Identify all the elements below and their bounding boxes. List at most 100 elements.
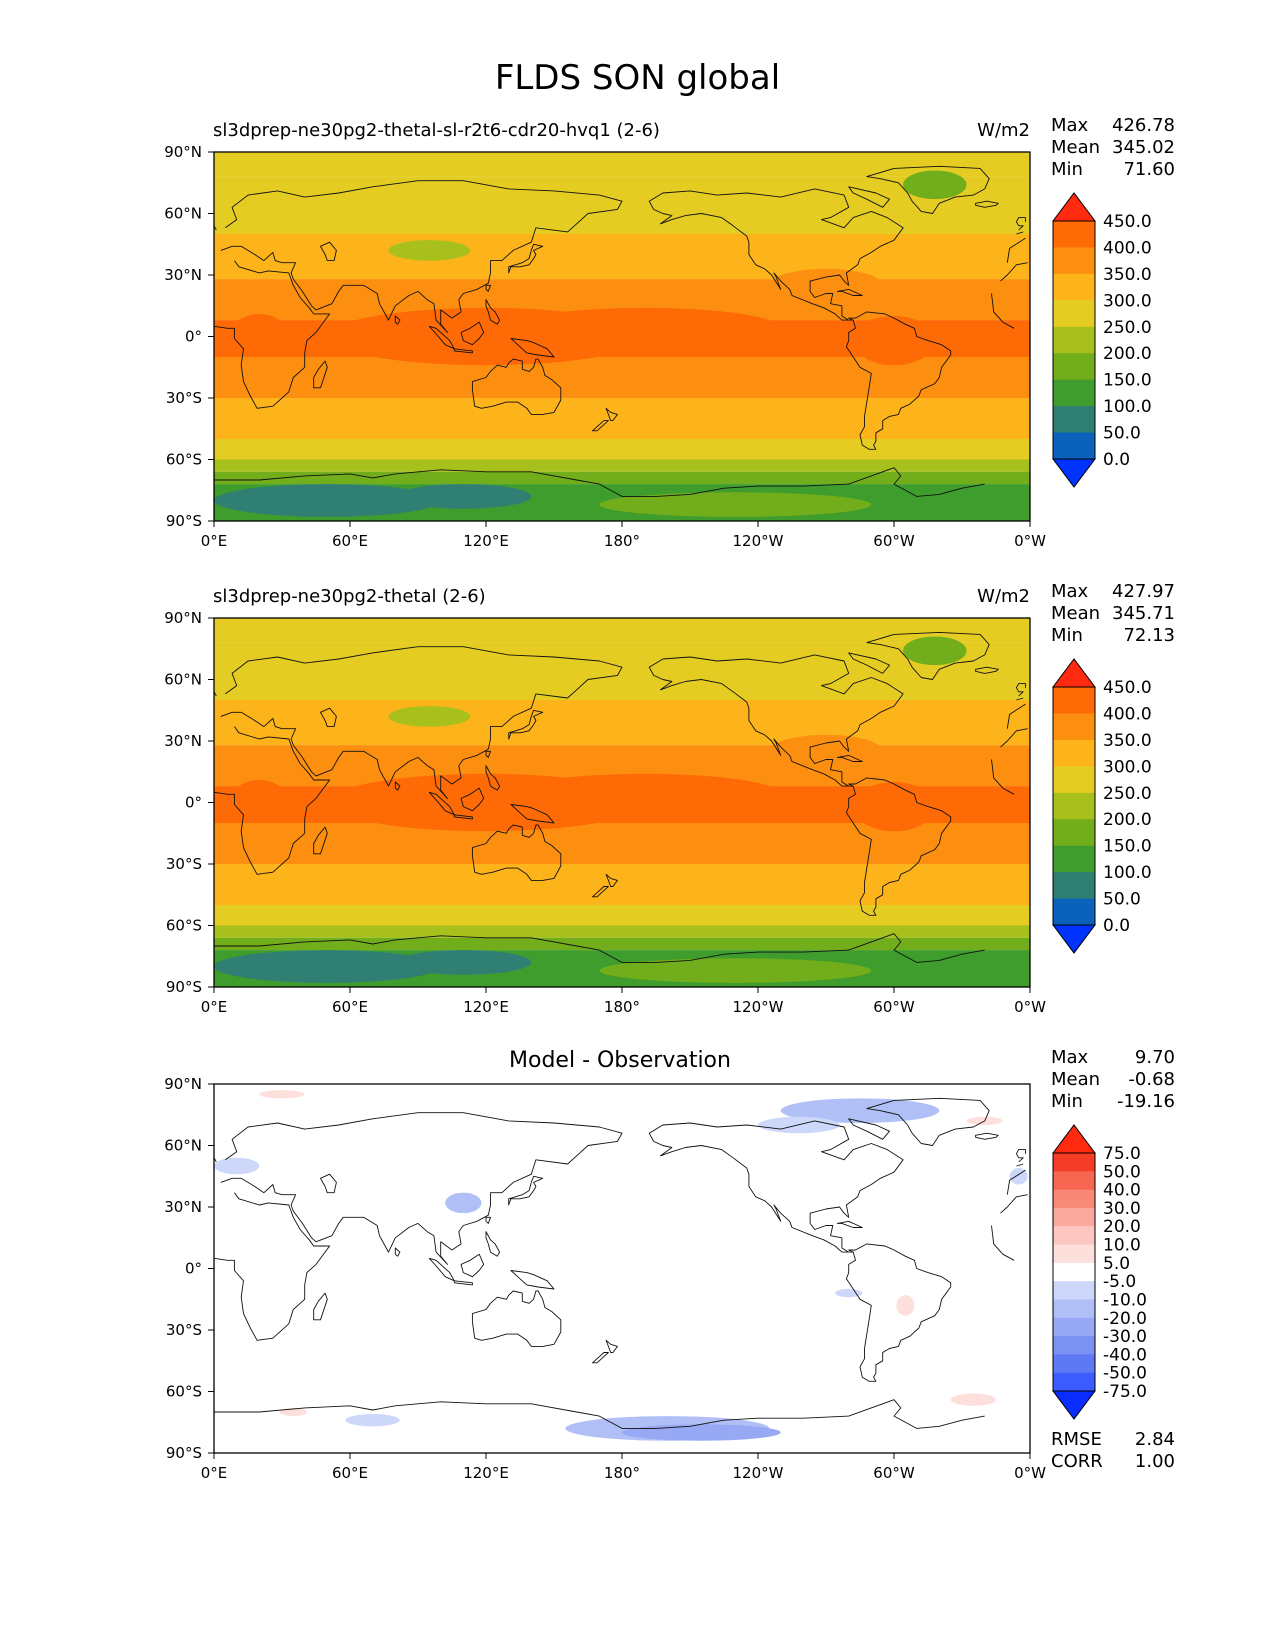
test-max-label: Max: [1051, 115, 1089, 136]
field-band-0: [214, 152, 1030, 177]
reference-max-value: 427.97: [1112, 581, 1175, 602]
difference-map-plot: 0°E 60°E 120°E 180° 120°W 60°W 0°W 90°N 60°N 30°N…: [164, 1075, 1147, 1482]
field-region-8: [395, 950, 532, 975]
colorbar-label: 150.0: [1103, 371, 1152, 391]
y-tick-label: 0°: [185, 1260, 202, 1278]
colorbar-segment: [1053, 406, 1095, 434]
x-tick-label: 120°W: [733, 532, 784, 550]
colorbar-label: 0.0: [1103, 916, 1130, 936]
coastline-australia: [471, 358, 562, 415]
colorbar-label: -50.0: [1103, 1364, 1147, 1384]
coastline-iceland: [975, 200, 999, 208]
coastline-nz_south: [592, 886, 609, 898]
coastline-nz_south: [592, 1352, 609, 1364]
colorbar-label: 400.0: [1103, 238, 1152, 258]
diff-background: [214, 1084, 1030, 1453]
field-band-8: [214, 459, 1030, 472]
reference-panel-title: sl3dprep-ne30pg2-thetal (2-6): [213, 586, 486, 607]
coastline-british_isles: [1016, 231, 1024, 235]
coastline-australia: [471, 824, 562, 881]
colorbar-frame: [1052, 1152, 1096, 1392]
field-region-9: [599, 958, 872, 983]
coastline-british_isles: [1016, 1163, 1024, 1167]
x-tick-label: 120°E: [463, 998, 509, 1016]
coastline-baffin: [848, 186, 890, 208]
field-region-5: [388, 240, 471, 261]
diff-region-10: [896, 1295, 915, 1316]
diff-region-2: [445, 1192, 482, 1214]
y-tick-label: 0°: [185, 328, 202, 346]
colorbar-segment: [1053, 1189, 1095, 1209]
colorbar-label: -10.0: [1103, 1290, 1147, 1310]
colorbar-label: -30.0: [1103, 1327, 1147, 1347]
colorbar-segment: [1053, 1207, 1095, 1227]
coastlines: [213, 165, 1028, 497]
coastline-cuba: [836, 288, 863, 296]
colorbar-label: 30.0: [1103, 1199, 1141, 1219]
x-tick-label: 120°W: [733, 998, 784, 1016]
colorbar-label: -20.0: [1103, 1309, 1147, 1329]
colorbar-label: 250.0: [1103, 318, 1152, 338]
difference-mean-value: -0.68: [1128, 1069, 1175, 1090]
colorbar-label: 300.0: [1103, 291, 1152, 311]
colorbar-label: 250.0: [1103, 784, 1152, 804]
coastline-eurasia: [220, 180, 623, 333]
coastline-antarctica_top: [214, 1399, 985, 1429]
field-band-9: [214, 471, 1030, 485]
y-tick-label: 30°N: [164, 1198, 202, 1216]
colorbar-segment: [1053, 819, 1095, 847]
field-band-6: [214, 398, 1030, 439]
x-tick-label: 0°E: [201, 532, 228, 550]
y-tick-label: 90°S: [166, 1444, 202, 1462]
colorbar-segment: [1053, 273, 1095, 301]
difference-max-label: Max: [1051, 1047, 1089, 1068]
test-panel: sl3dprep-ne30pg2-thetal-sl-r2t6-cdr20-hv…: [0, 0, 1275, 550]
colorbar-frame: [1052, 220, 1096, 460]
field-band-2: [214, 234, 1030, 280]
coastline-japan: [508, 1175, 544, 1206]
colorbar-label: 100.0: [1103, 397, 1152, 417]
coastline-borneo: [460, 321, 485, 346]
test-min-value: 71.60: [1123, 159, 1175, 180]
field-region-1: [508, 773, 781, 815]
field-band-6: [214, 864, 1030, 905]
reference-min-label: Min: [1051, 625, 1083, 646]
colorbar-label: 40.0: [1103, 1181, 1141, 1201]
coastline-japan: [508, 243, 544, 274]
coastline-taiwan: [485, 284, 491, 292]
colorbar-label: 50.0: [1103, 890, 1141, 910]
colorbar-label: 50.0: [1103, 1162, 1141, 1182]
colorbar-segment: [1053, 1262, 1095, 1282]
x-tick-label: 60°E: [332, 532, 368, 550]
reference-map-plot: 0°E 60°E 120°E 180° 120°W 60°W 0°W 90°N 60°N 30°N…: [164, 609, 1152, 1016]
colorbar-label: -75.0: [1103, 1382, 1147, 1402]
map-axes: 0°E 60°E 120°E 180° 120°W 60°W 0°W 90°N 60°N 30°N…: [164, 609, 1046, 1016]
coastline-antarctica_top: [214, 933, 985, 963]
colorbar-label: 450.0: [1103, 212, 1152, 232]
colorbar-label: 200.0: [1103, 344, 1152, 364]
reference-mean-label: Mean: [1051, 603, 1101, 624]
colorbar-label: 300.0: [1103, 757, 1152, 777]
y-tick-label: 60°N: [164, 205, 202, 223]
coastline-south_america: [845, 311, 952, 450]
diff-region-4: [1009, 1168, 1028, 1185]
diff-region-0: [780, 1098, 940, 1123]
y-tick-label: 90°N: [164, 609, 202, 627]
reference-min-value: 72.13: [1123, 625, 1175, 646]
difference-min-label: Min: [1051, 1091, 1083, 1112]
x-tick-label: 120°E: [463, 1464, 509, 1482]
field-band-2: [214, 700, 1030, 746]
coastline-nz_north: [605, 407, 618, 422]
coastline-eurasia: [1006, 703, 1026, 729]
field-region-7: [214, 950, 441, 983]
coastline-north_america: [648, 188, 904, 321]
y-tick-label: 30°S: [166, 855, 202, 873]
field-region-7: [214, 484, 441, 517]
colorbar-segment: [1053, 1354, 1095, 1374]
coastline-north_america: [648, 654, 904, 787]
colorbar-label: 0.0: [1103, 450, 1130, 470]
colorbar-label: 20.0: [1103, 1217, 1141, 1237]
test-mean-label: Mean: [1051, 137, 1101, 158]
diff-region-7: [345, 1414, 400, 1427]
x-tick-label: 0°E: [201, 998, 228, 1016]
